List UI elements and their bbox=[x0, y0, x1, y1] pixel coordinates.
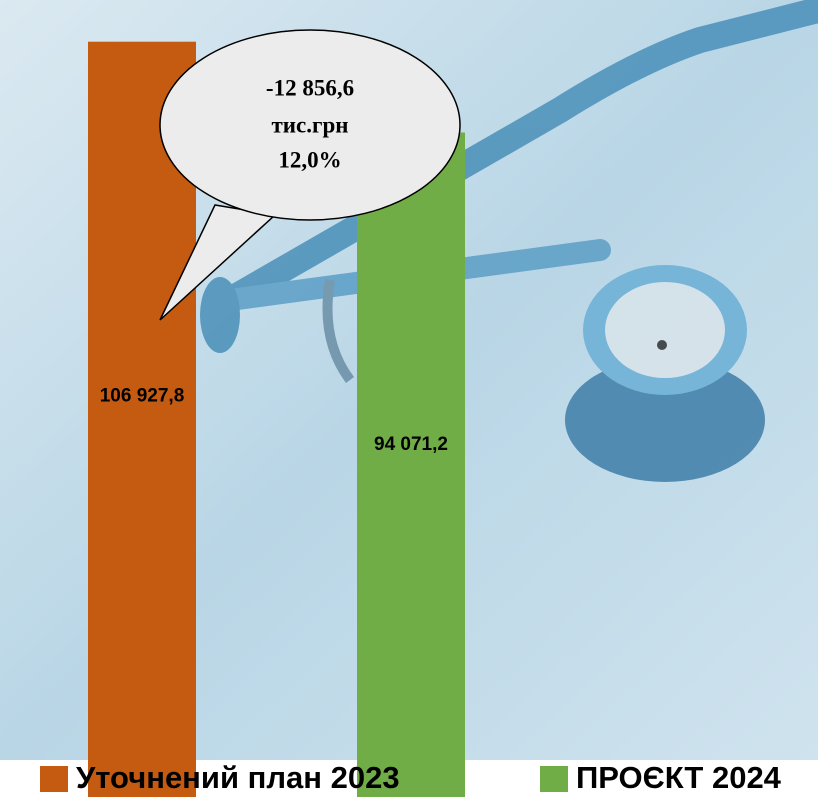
legend-label: ПРОЄКТ 2024 bbox=[576, 760, 782, 795]
bar bbox=[357, 133, 465, 797]
annotation-line: тис.грн bbox=[272, 112, 349, 137]
value-label: 106 927,8 bbox=[100, 386, 185, 407]
legend-label: Уточнений план 2023 bbox=[76, 760, 400, 795]
chart: 106 927,8 94 071,2 -12 856,6 тис.грн 12,0… bbox=[0, 0, 818, 797]
legend-swatch bbox=[540, 766, 568, 792]
annotation-line: -12 856,6 bbox=[266, 75, 354, 100]
value-label: 94 071,2 bbox=[374, 434, 448, 455]
annotation-line: 12,0% bbox=[278, 147, 341, 172]
legend-swatch bbox=[40, 766, 68, 792]
